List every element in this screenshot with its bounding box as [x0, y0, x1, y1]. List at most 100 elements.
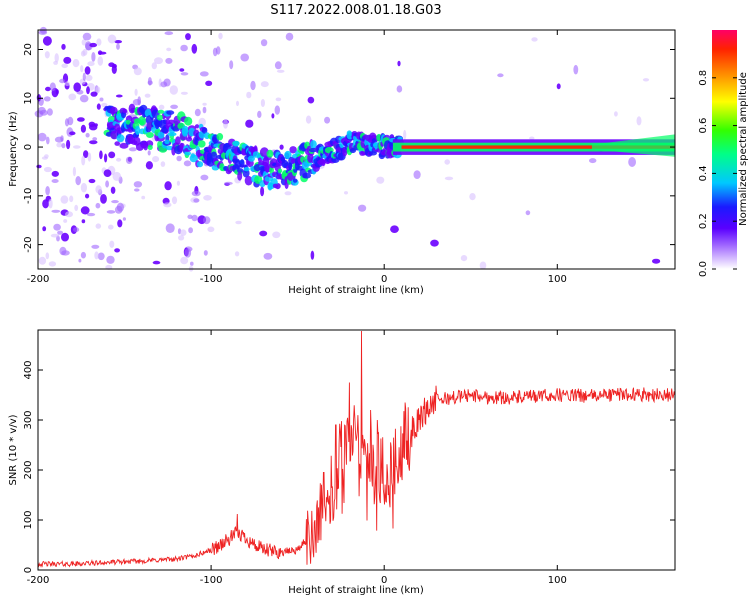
spectrogram-noise-blob [81, 219, 86, 224]
spectrogram-noise-blob [397, 60, 401, 67]
spectrogram-noise-blob [105, 180, 109, 188]
spectrogram-noise-blob [191, 43, 198, 54]
spectrogram-signal-blob [196, 161, 204, 168]
snr-y-tick-label: 300 [23, 410, 34, 429]
spectrogram-noise-blob [260, 39, 268, 47]
spectrogram-noise-blob [115, 94, 123, 98]
spectrogram-noise-blob [234, 251, 240, 257]
spectrogram-noise-blob [106, 255, 115, 264]
spectrogram-signal-blob [116, 134, 125, 143]
spectrogram-noise-blob [95, 223, 102, 229]
spectrogram-signal-blob [232, 140, 240, 147]
colorbar-gradient [712, 30, 737, 269]
spectrogram-noise-blob [215, 46, 221, 55]
spectrogram-noise-blob [46, 108, 53, 116]
spectrogram-y-tick-label: 0 [23, 144, 34, 150]
spectrogram-noise-blob [652, 258, 661, 264]
spectrogram-noise-blob [263, 252, 273, 260]
spectrogram-signal-blob [244, 175, 253, 186]
spectrogram-noise-blob [80, 251, 86, 259]
spectrogram-noise-blob [245, 119, 254, 128]
spectrogram-noise-blob [59, 78, 66, 84]
spectrogram-noise-blob [180, 91, 188, 95]
spectrogram-noise-blob [45, 252, 50, 260]
spectrogram-noise-blob [45, 86, 51, 92]
spectrogram-noise-blob [147, 80, 153, 86]
spectrogram-noise-blob [84, 66, 91, 75]
spectrogram-noise-blob [74, 204, 79, 211]
spectrogram-noise-blob [479, 261, 487, 270]
spectrogram-noise-blob [44, 154, 49, 159]
spectrogram-noise-blob [114, 40, 122, 44]
spectrogram-x-tick-label: 0 [381, 274, 387, 285]
spectrogram-noise-blob [85, 41, 92, 51]
spectrogram-noise-blob [305, 115, 312, 124]
spectrogram-noise-blob [89, 124, 98, 131]
spectrogram-noise-blob [39, 109, 48, 116]
spectrogram-noise-blob [61, 63, 68, 69]
spectrogram-signal-blob [164, 139, 170, 145]
spectrogram-noise-blob [42, 226, 47, 232]
spectrogram-noise-blob [73, 82, 81, 92]
spectrogram-noise-blob [529, 136, 535, 140]
spectrogram-noise-blob [63, 219, 68, 223]
spectrogram-noise-blob [185, 33, 191, 41]
spectrogram-signal-blob [237, 168, 244, 173]
spectrogram-signal-blob [166, 110, 175, 115]
spectrogram-noise-blob [69, 131, 76, 136]
spectrogram-noise-blob [64, 81, 71, 86]
spectrogram-noise-blob [95, 185, 102, 194]
spectrogram-signal-blob [197, 140, 206, 148]
spectrogram-noise-blob [99, 97, 104, 102]
spectrogram-noise-blob [50, 233, 60, 238]
spectrogram-signal-blob [239, 159, 245, 168]
spectrogram-noise-blob [531, 37, 538, 42]
spectrogram-noise-blob [75, 176, 81, 186]
spectrogram-noise-blob [223, 119, 228, 129]
spectrogram-noise-blob [87, 152, 92, 162]
spectrogram-noise-blob [89, 140, 98, 145]
spectrogram-signal-blob [321, 159, 326, 167]
spectrogram-signal-blob [138, 116, 146, 126]
spectrogram-noise-blob [51, 209, 61, 213]
spectrogram-signal-blob [310, 140, 317, 150]
spectrogram-noise-blob [69, 195, 74, 203]
spectrogram-noise-blob [61, 232, 69, 242]
spectrogram-signal-blob [156, 114, 163, 121]
spectrogram-y-axis-label: Frequency (Hz) [8, 111, 19, 187]
spectrogram-noise-blob [43, 96, 51, 102]
spectrogram-signal-blob [146, 132, 154, 138]
spectrogram-signal-blob [122, 108, 128, 114]
snr-y-tick-label: 200 [23, 460, 34, 479]
colorbar-tick-label: 0.6 [698, 118, 709, 134]
spectrogram-noise-blob [307, 96, 315, 104]
spectrogram-noise-blob [103, 169, 112, 177]
spectrogram-signal-blob [135, 125, 141, 135]
spectrogram-noise-blob [132, 99, 141, 106]
spectrogram-noise-blob [284, 191, 292, 196]
spectrogram-noise-blob [628, 157, 636, 167]
spectrogram-noise-blob [80, 124, 86, 133]
spectrogram-noise-blob [176, 155, 182, 162]
spectrogram-noise-blob [133, 67, 142, 76]
spectrogram-noise-blob [190, 261, 194, 266]
spectrogram-signal-blob [184, 151, 192, 156]
spectrogram-noise-blob [44, 51, 50, 59]
spectrogram-noise-blob [37, 132, 47, 142]
spectrogram-noise-blob [194, 108, 201, 117]
spectrogram-noise-blob [54, 53, 59, 63]
spectrogram-noise-blob [109, 240, 115, 248]
spectrogram-noise-blob [203, 216, 211, 225]
spectrogram-noise-blob [104, 153, 108, 163]
spectrogram-noise-blob [63, 56, 72, 64]
spectrogram-noise-blob [125, 156, 133, 164]
spectrogram-noise-blob [179, 68, 185, 72]
spectrogram-noise-blob [85, 132, 90, 138]
spectrogram-signal-blob [147, 144, 153, 150]
spectrogram-noise-blob [80, 182, 87, 193]
spectrogram-noise-blob [203, 195, 212, 201]
spectrogram-signal-blob [289, 146, 297, 154]
snr-plot: -200 -100 0 100 0 100 200 300 400 Height of stra… [8, 329, 676, 596]
spectrogram-noise-blob [525, 210, 531, 216]
